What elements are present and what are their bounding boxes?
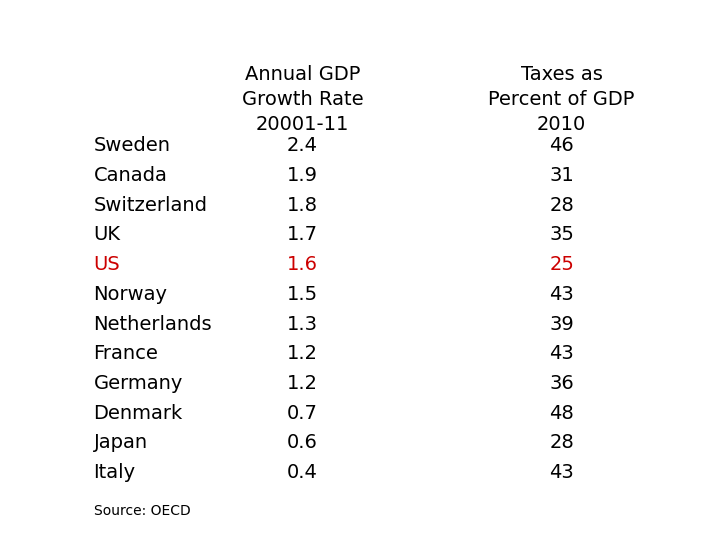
Text: 0.7: 0.7 bbox=[287, 403, 318, 423]
Text: Germany: Germany bbox=[94, 374, 183, 393]
Text: 43: 43 bbox=[549, 463, 574, 482]
Text: 46: 46 bbox=[549, 136, 574, 156]
Text: Norway: Norway bbox=[94, 285, 168, 304]
Text: Switzerland: Switzerland bbox=[94, 195, 207, 215]
Text: 25: 25 bbox=[549, 255, 574, 274]
Text: UK: UK bbox=[94, 225, 121, 245]
Text: Source: OECD: Source: OECD bbox=[94, 504, 190, 518]
Text: 2.4: 2.4 bbox=[287, 136, 318, 156]
Text: 1.5: 1.5 bbox=[287, 285, 318, 304]
Text: 1.2: 1.2 bbox=[287, 344, 318, 363]
Text: 31: 31 bbox=[549, 166, 574, 185]
Text: Annual GDP
Growth Rate
20001-11: Annual GDP Growth Rate 20001-11 bbox=[242, 65, 363, 134]
Text: 43: 43 bbox=[549, 344, 574, 363]
Text: 43: 43 bbox=[549, 285, 574, 304]
Text: Taxes as
Percent of GDP
2010: Taxes as Percent of GDP 2010 bbox=[488, 65, 635, 134]
Text: 0.6: 0.6 bbox=[287, 433, 318, 453]
Text: 1.7: 1.7 bbox=[287, 225, 318, 245]
Text: 1.3: 1.3 bbox=[287, 314, 318, 334]
Text: 1.6: 1.6 bbox=[287, 255, 318, 274]
Text: 36: 36 bbox=[549, 374, 574, 393]
Text: France: France bbox=[94, 344, 158, 363]
Text: 28: 28 bbox=[549, 433, 574, 453]
Text: 1.9: 1.9 bbox=[287, 166, 318, 185]
Text: Japan: Japan bbox=[94, 433, 148, 453]
Text: Netherlands: Netherlands bbox=[94, 314, 212, 334]
Text: 28: 28 bbox=[549, 195, 574, 215]
Text: Italy: Italy bbox=[94, 463, 136, 482]
Text: 35: 35 bbox=[549, 225, 574, 245]
Text: 48: 48 bbox=[549, 403, 574, 423]
Text: 39: 39 bbox=[549, 314, 574, 334]
Text: US: US bbox=[94, 255, 120, 274]
Text: 1.8: 1.8 bbox=[287, 195, 318, 215]
Text: Canada: Canada bbox=[94, 166, 168, 185]
Text: 0.4: 0.4 bbox=[287, 463, 318, 482]
Text: Denmark: Denmark bbox=[94, 403, 183, 423]
Text: 1.2: 1.2 bbox=[287, 374, 318, 393]
Text: Sweden: Sweden bbox=[94, 136, 171, 156]
